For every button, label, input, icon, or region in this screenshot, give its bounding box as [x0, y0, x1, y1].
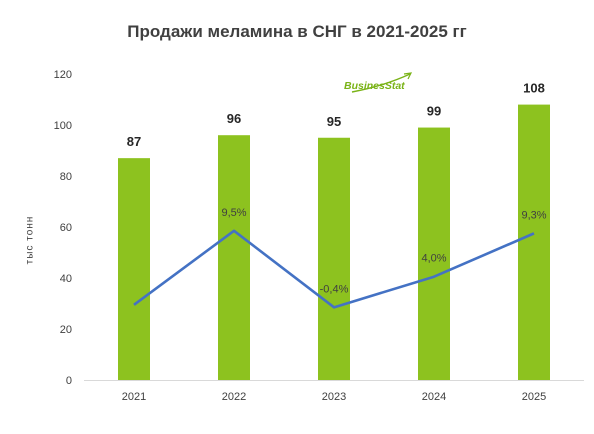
bar-value-label-2023: 95: [327, 114, 341, 129]
logo-text: BusinesStat: [344, 80, 405, 92]
bar-value-label-2022: 96: [227, 111, 241, 126]
bar-2022: [218, 135, 250, 380]
growth-label-2024: 4,0%: [421, 253, 446, 265]
chart-title: Продажи меламина в СНГ в 2021-2025 гг: [127, 22, 467, 41]
y-tick-label-2: 40: [60, 273, 72, 285]
y-tick-label-5: 100: [54, 120, 72, 132]
x-tick-label-3: 2024: [422, 391, 446, 403]
y-tick-label-4: 80: [60, 171, 72, 183]
x-tick-label-1: 2022: [222, 391, 246, 403]
x-tick-label-2: 2023: [322, 391, 346, 403]
x-tick-label-0: 2021: [122, 391, 146, 403]
bar-2025: [518, 104, 550, 380]
y-tick-label-0: 0: [66, 375, 72, 387]
bar-2024: [418, 127, 450, 380]
growth-label-2022: 9,5%: [221, 207, 246, 219]
growth-line: [133, 229, 535, 309]
bar-2023: [318, 137, 350, 380]
businesstat-logo: BusinesStat: [344, 72, 416, 98]
y-tick-label-3: 60: [60, 222, 72, 234]
bar-value-label-2024: 99: [427, 104, 441, 119]
growth-label-2023: -0,4%: [320, 283, 349, 295]
logo-swoosh-icon: [351, 72, 413, 93]
y-tick-label-6: 120: [54, 69, 72, 81]
bar-2021: [118, 158, 150, 380]
y-tick-label-1: 20: [60, 324, 72, 336]
bar-value-label-2025: 108: [523, 81, 545, 96]
x-tick-label-4: 2025: [522, 391, 546, 403]
growth-label-2025: 9,3%: [521, 209, 546, 221]
bar-value-label-2021: 87: [127, 134, 141, 149]
